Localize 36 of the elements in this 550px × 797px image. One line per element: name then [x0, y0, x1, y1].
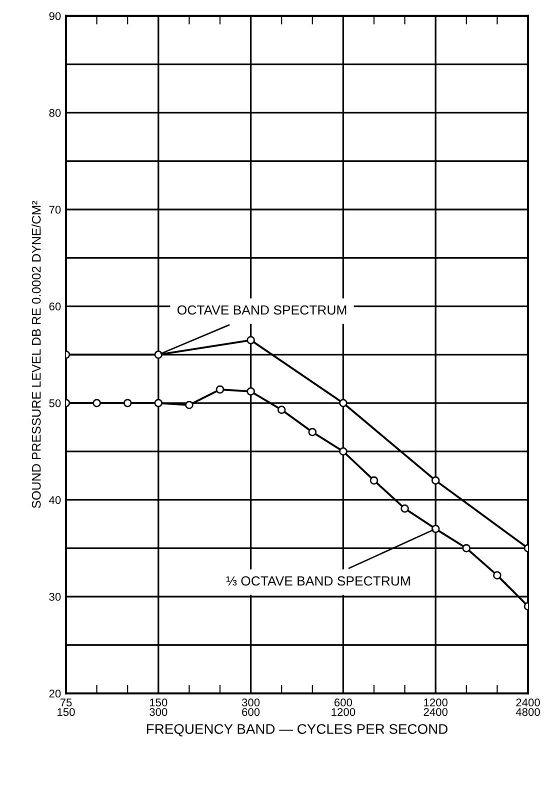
x-tick-label: 600 1200: [332, 698, 356, 716]
point: [431, 476, 440, 485]
x-tick-label: 75 150: [58, 698, 75, 716]
point: [370, 476, 378, 485]
y-tick-label: 50: [49, 399, 61, 408]
point: [154, 398, 163, 408]
point: [246, 336, 255, 344]
point: [246, 387, 255, 396]
point: [308, 428, 317, 436]
y-tick-label: 20: [49, 690, 61, 698]
y-tick-label: 90: [49, 12, 61, 20]
x-tick-label: 150 300: [150, 698, 168, 716]
point: [493, 571, 502, 580]
point: [277, 406, 286, 414]
point: [185, 400, 194, 410]
y-tick-label: 70: [49, 206, 61, 214]
x-tick-label: 300 600: [242, 698, 260, 716]
annotation: OCTAVE BAND SPECTRUM: [178, 305, 346, 315]
point: [462, 544, 471, 552]
point: [154, 350, 163, 359]
y-tick-label: 40: [49, 496, 61, 504]
annotation: ⅓ OCTAVE BAND SPECTRUM: [226, 576, 410, 586]
y-axis-title: SOUND PRESSURE LEVEL DB RE 0.0002 DYNE/CM²: [32, 200, 41, 508]
x-axis-title: FREQUENCY BAND — CYCLES PER SECOND: [146, 724, 448, 736]
point: [400, 504, 409, 513]
point: [339, 447, 348, 456]
point: [431, 524, 440, 534]
x-tick-label: 2400 4800: [516, 698, 540, 716]
point: [339, 398, 348, 408]
point: [92, 398, 101, 408]
y-tick-label: 60: [49, 302, 61, 310]
y-tick-label: 30: [49, 592, 61, 601]
point: [216, 385, 224, 394]
y-tick-label: 80: [49, 108, 61, 117]
x-tick-label: 1200 2400: [424, 698, 448, 716]
point: [123, 398, 132, 408]
